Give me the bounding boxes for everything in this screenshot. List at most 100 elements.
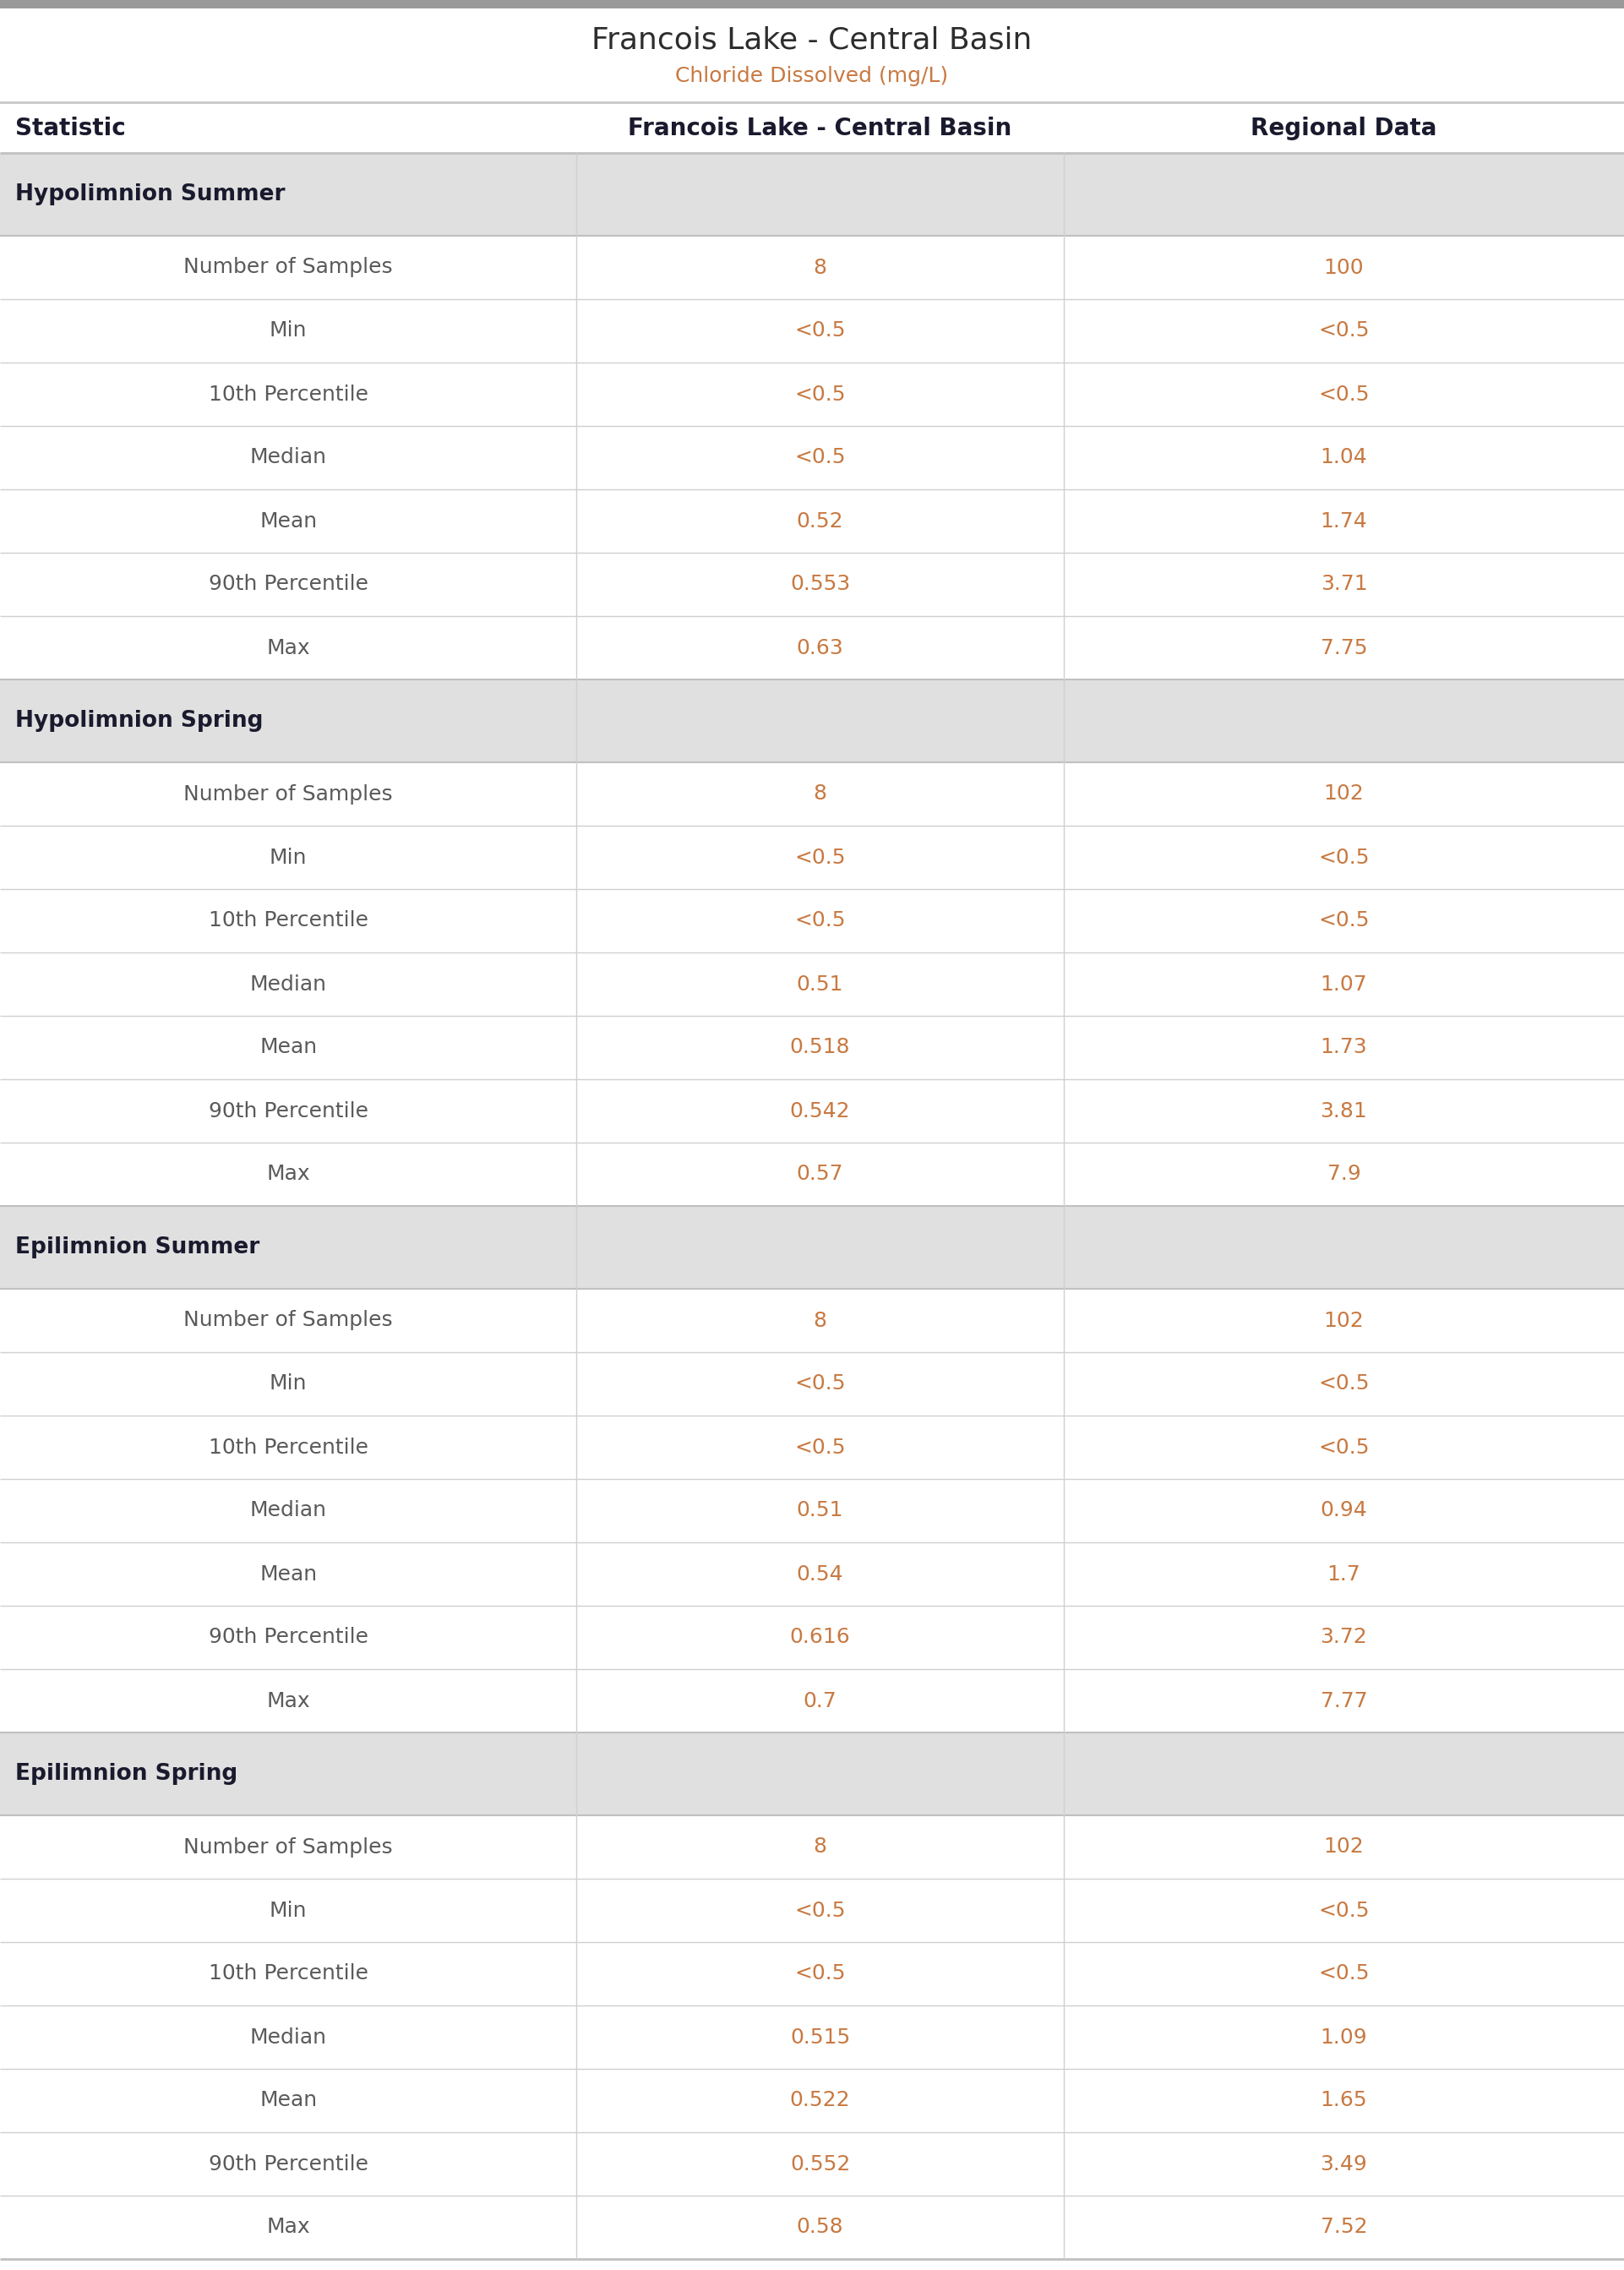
Text: 102: 102 xyxy=(1324,1310,1364,1330)
Text: <0.5: <0.5 xyxy=(794,447,846,468)
Text: 0.552: 0.552 xyxy=(789,2154,851,2175)
Bar xyxy=(0,1816,1624,1880)
Bar xyxy=(0,363,1624,427)
Bar xyxy=(0,1480,1624,1541)
Text: Median: Median xyxy=(250,2027,326,2048)
Bar xyxy=(0,1732,1624,1816)
Bar xyxy=(0,1017,1624,1078)
Text: <0.5: <0.5 xyxy=(1319,384,1369,404)
Bar xyxy=(0,1668,1624,1732)
Text: <0.5: <0.5 xyxy=(794,1437,846,1457)
Text: 90th Percentile: 90th Percentile xyxy=(208,2154,369,2175)
Text: 10th Percentile: 10th Percentile xyxy=(208,384,369,404)
Text: 100: 100 xyxy=(1324,257,1364,277)
Text: Min: Min xyxy=(270,320,307,340)
Text: 0.7: 0.7 xyxy=(804,1691,836,1712)
Text: 8: 8 xyxy=(814,257,827,277)
Text: Max: Max xyxy=(266,1691,310,1712)
Text: Max: Max xyxy=(266,2218,310,2238)
Text: 10th Percentile: 10th Percentile xyxy=(208,1964,369,1984)
Text: Median: Median xyxy=(250,1500,326,1521)
Text: 90th Percentile: 90th Percentile xyxy=(208,1101,369,1121)
Text: 0.616: 0.616 xyxy=(789,1628,851,1648)
Text: 0.52: 0.52 xyxy=(797,511,843,531)
Text: Francois Lake - Central Basin: Francois Lake - Central Basin xyxy=(628,116,1012,141)
Text: 1.73: 1.73 xyxy=(1320,1037,1367,1058)
Text: Min: Min xyxy=(270,1373,307,1394)
Text: 1.07: 1.07 xyxy=(1320,974,1367,994)
Text: 8: 8 xyxy=(814,783,827,804)
Text: 0.522: 0.522 xyxy=(789,2091,851,2111)
Bar xyxy=(0,1289,1624,1353)
Bar xyxy=(0,1943,1624,2004)
Text: Chloride Dissolved (mg/L): Chloride Dissolved (mg/L) xyxy=(676,66,948,86)
Text: 0.51: 0.51 xyxy=(797,1500,843,1521)
Text: Mean: Mean xyxy=(260,1037,317,1058)
Text: <0.5: <0.5 xyxy=(1319,320,1369,340)
Text: Median: Median xyxy=(250,974,326,994)
Bar xyxy=(0,236,1624,300)
Bar xyxy=(0,1142,1624,1205)
Text: <0.5: <0.5 xyxy=(794,1900,846,1920)
Text: 0.94: 0.94 xyxy=(1320,1500,1367,1521)
Text: Mean: Mean xyxy=(260,511,317,531)
Text: 3.72: 3.72 xyxy=(1320,1628,1367,1648)
Text: Max: Max xyxy=(266,638,310,658)
Text: 0.515: 0.515 xyxy=(789,2027,851,2048)
Bar xyxy=(0,300,1624,363)
Text: Number of Samples: Number of Samples xyxy=(184,1836,393,1857)
Bar xyxy=(0,102,1624,104)
Bar xyxy=(0,890,1624,953)
Bar xyxy=(0,2195,1624,2259)
Text: 3.81: 3.81 xyxy=(1320,1101,1367,1121)
Text: 1.65: 1.65 xyxy=(1320,2091,1367,2111)
Bar xyxy=(0,826,1624,890)
Text: 0.54: 0.54 xyxy=(797,1564,843,1584)
Bar xyxy=(0,9,1624,102)
Text: 3.49: 3.49 xyxy=(1320,2154,1367,2175)
Text: <0.5: <0.5 xyxy=(794,320,846,340)
Text: 1.04: 1.04 xyxy=(1320,447,1367,468)
Bar xyxy=(0,953,1624,1017)
Bar xyxy=(0,2132,1624,2195)
Text: 8: 8 xyxy=(814,1836,827,1857)
Text: 102: 102 xyxy=(1324,783,1364,804)
Text: <0.5: <0.5 xyxy=(1319,847,1369,867)
Text: Median: Median xyxy=(250,447,326,468)
Text: Statistic: Statistic xyxy=(15,116,125,141)
Text: <0.5: <0.5 xyxy=(1319,1900,1369,1920)
Text: <0.5: <0.5 xyxy=(1319,1373,1369,1394)
Text: 7.9: 7.9 xyxy=(1327,1165,1361,1185)
Text: 90th Percentile: 90th Percentile xyxy=(208,1628,369,1648)
Text: Epilimnion Spring: Epilimnion Spring xyxy=(15,1764,237,1784)
Text: Hypolimnion Summer: Hypolimnion Summer xyxy=(15,184,286,204)
Bar xyxy=(0,2068,1624,2132)
Text: <0.5: <0.5 xyxy=(1319,1964,1369,1984)
Text: 0.51: 0.51 xyxy=(797,974,843,994)
Text: <0.5: <0.5 xyxy=(1319,1437,1369,1457)
Text: 3.71: 3.71 xyxy=(1320,574,1367,595)
Text: <0.5: <0.5 xyxy=(1319,910,1369,931)
Bar xyxy=(0,1416,1624,1480)
Bar xyxy=(0,1541,1624,1605)
Text: 7.52: 7.52 xyxy=(1320,2218,1367,2238)
Bar xyxy=(0,490,1624,552)
Bar xyxy=(0,1353,1624,1416)
Bar xyxy=(0,1205,1624,1289)
Text: Hypolimnion Spring: Hypolimnion Spring xyxy=(15,711,263,731)
Bar xyxy=(0,427,1624,490)
Text: 8: 8 xyxy=(814,1310,827,1330)
Text: <0.5: <0.5 xyxy=(794,910,846,931)
Text: 90th Percentile: 90th Percentile xyxy=(208,574,369,595)
Text: 10th Percentile: 10th Percentile xyxy=(208,1437,369,1457)
Bar xyxy=(0,615,1624,679)
Text: 102: 102 xyxy=(1324,1836,1364,1857)
Text: 1.74: 1.74 xyxy=(1320,511,1367,531)
Text: <0.5: <0.5 xyxy=(794,1373,846,1394)
Text: 1.7: 1.7 xyxy=(1327,1564,1361,1584)
Bar xyxy=(0,679,1624,763)
Text: 1.09: 1.09 xyxy=(1320,2027,1367,2048)
Text: 0.63: 0.63 xyxy=(796,638,844,658)
Text: Number of Samples: Number of Samples xyxy=(184,783,393,804)
Bar xyxy=(0,2004,1624,2068)
